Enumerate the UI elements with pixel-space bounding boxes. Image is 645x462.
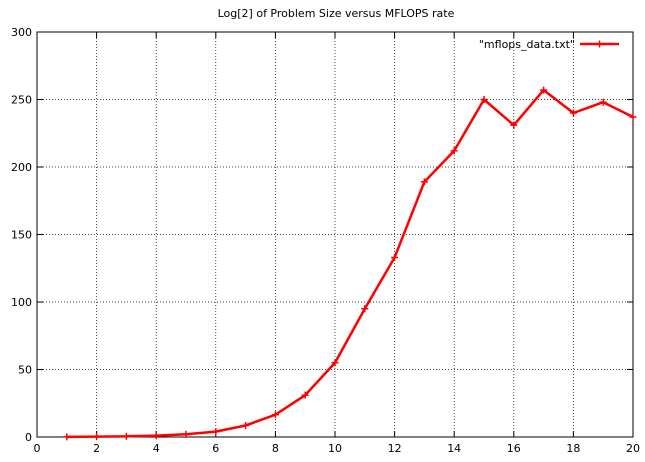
x-tick-label: 2 [93, 442, 100, 455]
data-point [331, 359, 339, 367]
y-tick-label: 0 [25, 431, 32, 444]
legend-label: "mflops_data.txt" [479, 38, 575, 51]
y-tick-label: 100 [11, 296, 32, 309]
series-line [66, 88, 634, 439]
data-point [480, 96, 488, 103]
x-tick-label: 20 [626, 442, 640, 455]
data-point [510, 121, 518, 129]
data-point [93, 433, 101, 441]
y-tick-label: 200 [11, 161, 32, 174]
chart-title: Log[2] of Problem Size versus MFLOPS rat… [218, 7, 455, 20]
data-point [212, 428, 220, 436]
y-tick-label: 300 [11, 26, 32, 39]
data-point [242, 422, 250, 430]
y-tick-label: 250 [11, 94, 32, 107]
x-tick-label: 6 [212, 442, 219, 455]
data-point [152, 432, 160, 440]
x-tick-label: 4 [153, 442, 160, 455]
data-point [271, 411, 279, 419]
x-tick-label: 8 [272, 442, 279, 455]
x-tick-label: 18 [566, 442, 580, 455]
data-point [450, 147, 458, 155]
data-point [63, 433, 71, 441]
data-point [629, 113, 637, 121]
y-tick-label: 50 [18, 364, 32, 377]
x-tick-label: 16 [507, 442, 521, 455]
x-tick-label: 0 [34, 442, 41, 455]
data-point [540, 86, 548, 94]
series-layer [63, 86, 637, 441]
data-point [122, 432, 130, 440]
x-tick-label: 12 [388, 442, 402, 455]
x-tick-label: 14 [447, 442, 461, 455]
data-point [569, 109, 577, 117]
data-point [361, 305, 369, 313]
y-tick-label: 150 [11, 229, 32, 242]
x-tick-label: 10 [328, 442, 342, 455]
data-point [391, 253, 399, 261]
data-point [301, 391, 309, 399]
data-point [182, 430, 190, 438]
legend: "mflops_data.txt" [479, 38, 619, 51]
data-point [599, 98, 607, 106]
grid-layer [37, 32, 633, 437]
data-point [420, 178, 428, 186]
